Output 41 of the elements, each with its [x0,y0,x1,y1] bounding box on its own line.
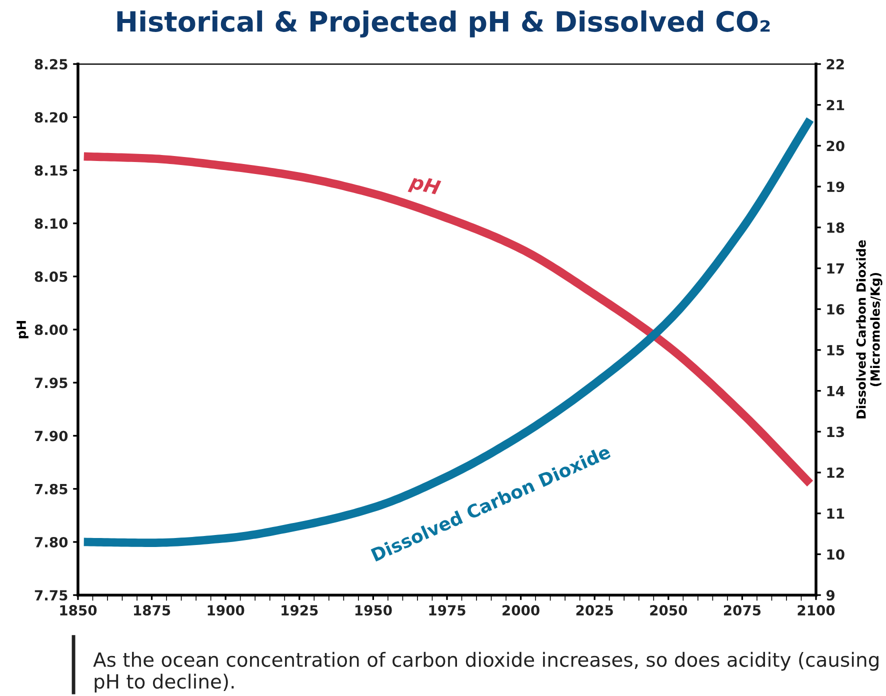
y-tick-label: 7.85 [34,484,68,494]
y-tick-label: 8.20 [34,112,68,123]
y-axis-title: pH [16,321,28,338]
text: pH [408,174,442,199]
x-tick-label: 1975 [429,605,466,616]
x-tick-label: 2000 [502,605,540,616]
x-tick-label: 1900 [208,605,244,616]
text: As the ocean concentration of carbon dioxide increases, so does acidity (causing pH to decline). [93,652,878,693]
y2-tick-label: 17 [827,263,844,274]
y-tick-label: 7.95 [34,378,68,388]
y-tick-label: 8.25 [34,59,68,70]
x-tick-label: 2050 [650,605,688,616]
y-tick-label: 7.75 [34,590,68,601]
y2-axis-title: Dissolved Carbon Dioxide (Micromoles/Kg) [856,240,882,418]
y-tick-label: 8.15 [34,165,68,176]
x-tick-label: 1850 [60,605,97,616]
y2-tick-label: 21 [826,100,844,110]
x-tick-label: 1875 [134,605,170,616]
y-tick-label: 8.10 [34,218,68,229]
y2-tick-label: 18 [827,222,844,233]
x-tick-label: 1950 [355,605,392,616]
x-tick-label: 2100 [798,605,835,616]
chart-title: Historical & Projected pH & Dissolved CO₂ [117,10,770,38]
y2-tick-label: 16 [827,304,844,315]
y-tick-label: 8.05 [34,271,68,282]
y-tick-label: 7.80 [34,536,68,548]
y-tick-label: 7.90 [34,430,68,442]
y2-tick-label: 13 [827,426,844,438]
x-tick-label: 2075 [724,605,761,616]
y2-tick-label: 11 [827,508,844,519]
y2-tick-label: 10 [827,549,844,560]
x-tick-label: 1925 [282,605,318,616]
y2-tick-label: 9 [826,590,835,601]
y2-tick-label: 20 [826,140,844,152]
y2-tick-label: 12 [827,468,844,478]
y-tick-label: 8.00 [34,324,68,336]
x-tick-label: 2025 [576,605,613,616]
y2-tick-label: 14 [827,386,844,396]
y2-tick-label: 19 [827,182,844,192]
y2-tick-label: 15 [827,345,844,356]
y2-tick-label: 22 [826,59,844,70]
